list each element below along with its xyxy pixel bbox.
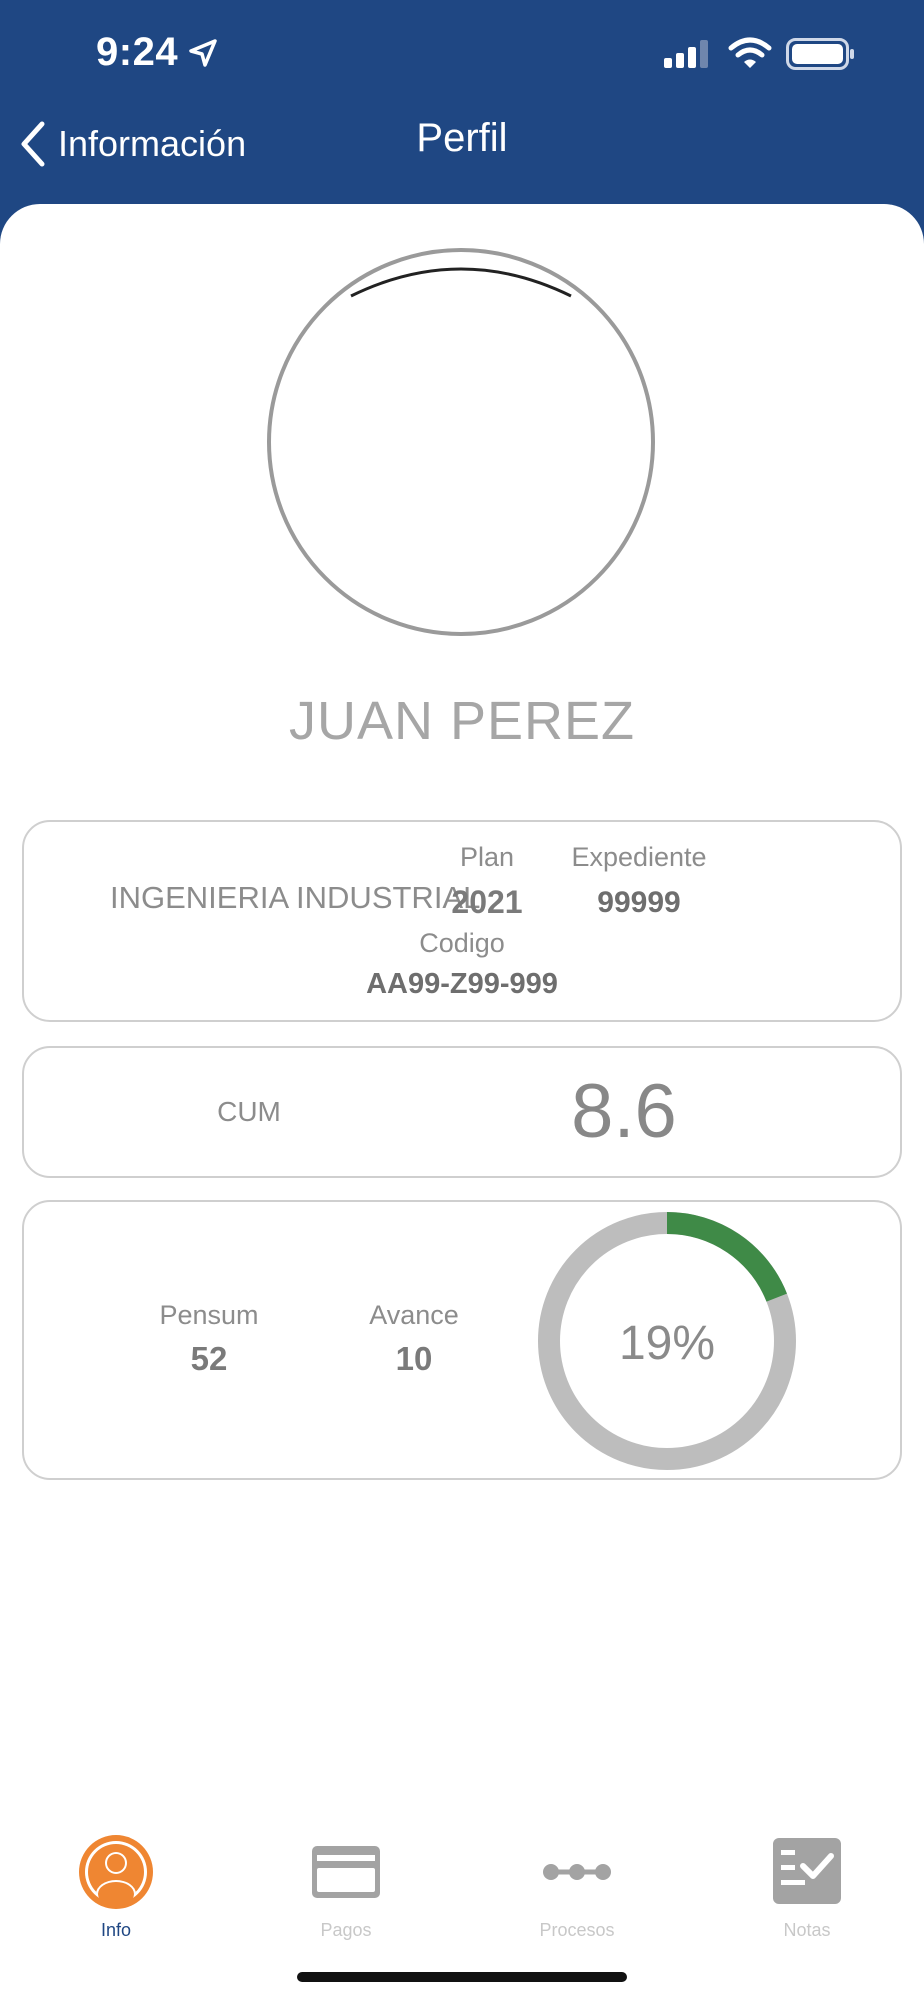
process-icon: [543, 1864, 611, 1880]
progress-card: Pensum 52 Avance 10 19%: [22, 1200, 902, 1480]
tab-procesos[interactable]: Procesos: [497, 1832, 657, 1942]
page-title: Perfil: [416, 116, 508, 160]
tab-pagos-label: Pagos: [320, 1920, 372, 1940]
cum-value: 8.6: [571, 1069, 677, 1154]
status-time: 9:24: [96, 30, 179, 74]
plan-label: Plan: [459, 842, 515, 872]
tab-info-label: Info: [100, 1920, 132, 1940]
home-indicator: [297, 1972, 627, 1982]
avance-value: 10: [395, 1340, 433, 1377]
wifi-icon: [728, 37, 772, 68]
cum-label: CUM: [217, 1096, 281, 1127]
academic-info-card: INGENIERIA INDUSTRIAL Plan 2021 Expedien…: [22, 820, 902, 1022]
cum-card: CUM 8.6: [22, 1046, 902, 1178]
avatar[interactable]: [267, 248, 655, 636]
tab-info[interactable]: Info: [36, 1832, 196, 1942]
checklist-icon: [773, 1838, 841, 1904]
tab-notas-label: Notas: [783, 1920, 831, 1940]
back-button[interactable]: Información: [16, 112, 276, 176]
battery-icon: [786, 38, 854, 70]
chevron-left-icon: [21, 121, 45, 167]
career-name: INGENIERIA INDUSTRIAL: [110, 880, 481, 915]
codigo-label: Codigo: [419, 928, 505, 958]
expediente-label: Expediente: [571, 842, 707, 872]
plan-value: 2021: [451, 884, 523, 920]
signal-icon: [664, 40, 708, 68]
card-icon: [312, 1846, 380, 1898]
pensum-label: Pensum: [159, 1300, 259, 1330]
tab-procesos-label: Procesos: [539, 1920, 615, 1940]
location-arrow-icon: [189, 39, 217, 67]
progress-arc: [538, 1212, 796, 1470]
progress-donut: [538, 1212, 796, 1470]
avance-label: Avance: [369, 1300, 459, 1330]
progress-percent: 19%: [618, 1317, 716, 1370]
pensum-value: 52: [190, 1340, 228, 1377]
tab-pagos[interactable]: Pagos: [266, 1832, 426, 1942]
user-icon: [79, 1835, 153, 1909]
back-label: Información: [58, 123, 247, 164]
codigo-value: AA99-Z99-999: [366, 968, 558, 1000]
expediente-value: 99999: [597, 886, 681, 919]
avatar-rim-arc: [350, 267, 572, 298]
tab-notas[interactable]: Notas: [727, 1832, 887, 1942]
student-name: JUAN PEREZ: [288, 691, 636, 751]
tab-bar: Info Pagos Procesos Notas: [0, 1820, 924, 1940]
